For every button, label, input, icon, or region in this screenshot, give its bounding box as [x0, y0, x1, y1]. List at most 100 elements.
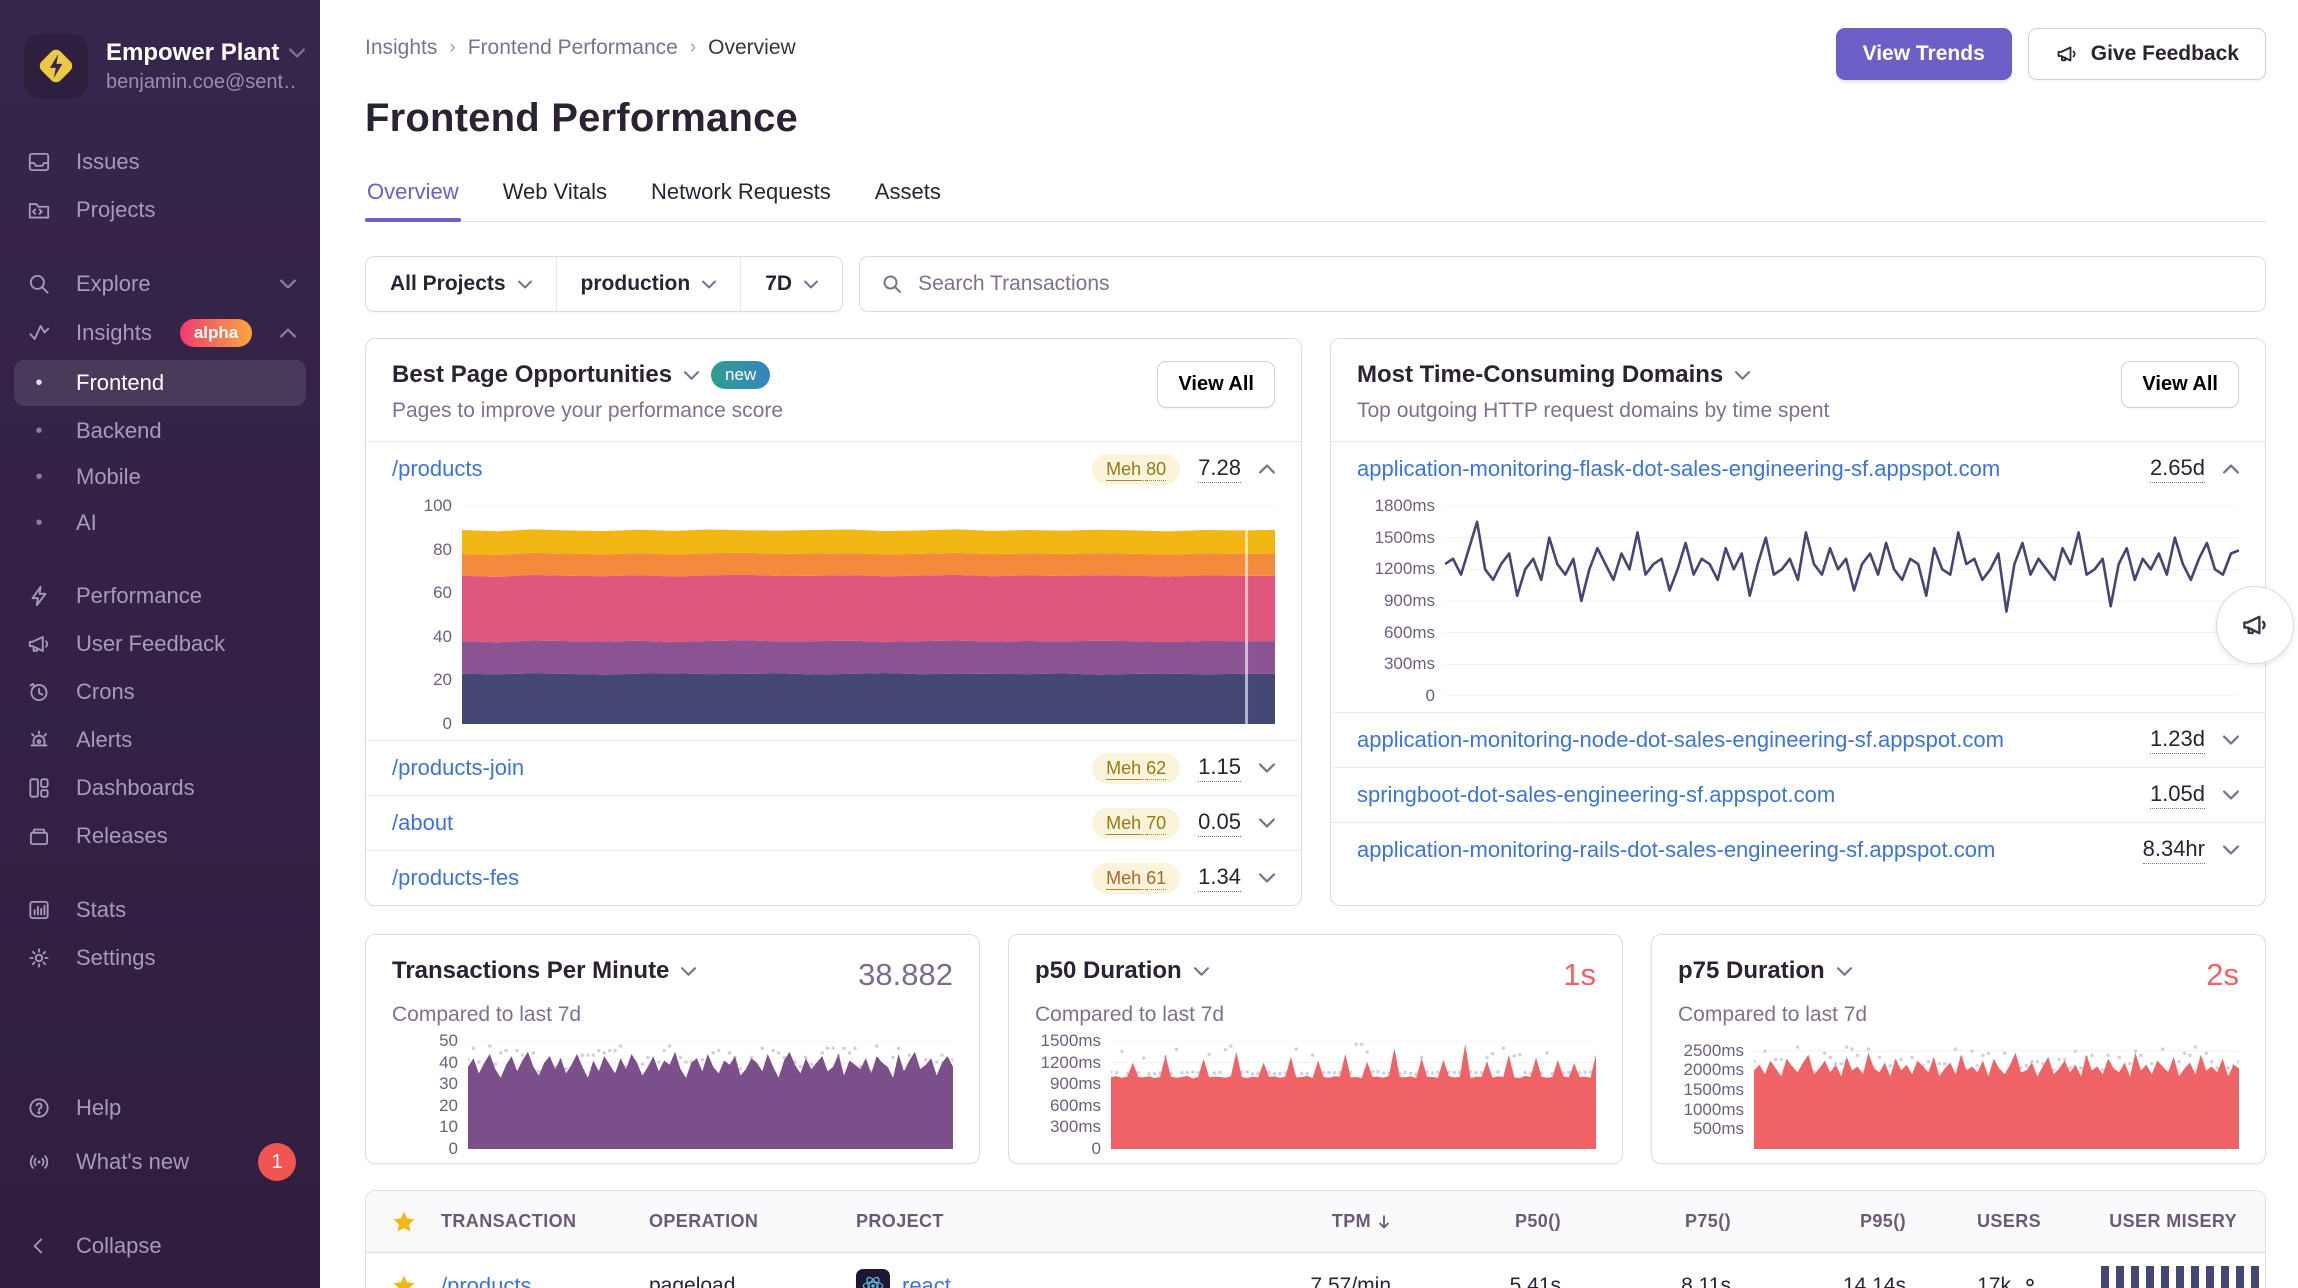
time-consuming-domains-dropdown[interactable]: Most Time-Consuming Domains	[1357, 361, 1829, 389]
performance-score-badge: Meh 61	[1092, 862, 1181, 894]
breadcrumb-separator-icon: ›	[449, 37, 456, 58]
date-range-dropdown[interactable]: 7D	[740, 257, 842, 311]
domain-link[interactable]: springboot-dot-sales-engineering-sf.apps…	[1357, 782, 1836, 807]
favorite-star-icon[interactable]	[366, 1273, 441, 1288]
view-all-domains-button[interactable]: View All	[2121, 361, 2239, 408]
p75-metric-dropdown[interactable]: p75 Duration	[1678, 957, 1852, 985]
opportunity-row[interactable]: /products-join Meh 62 1.15	[366, 740, 1301, 795]
domain-link[interactable]: application-monitoring-node-dot-sales-en…	[1357, 727, 2004, 752]
page-link[interactable]: /products-fes	[392, 865, 520, 890]
chevron-down-icon[interactable]	[2223, 735, 2239, 745]
domain-row[interactable]: application-monitoring-rails-dot-sales-e…	[1331, 822, 2265, 877]
domain-link[interactable]: application-monitoring-rails-dot-sales-e…	[1357, 837, 1996, 862]
view-trends-button[interactable]: View Trends	[1835, 28, 2012, 80]
page-link[interactable]: /products	[392, 456, 483, 481]
sidebar-item-help[interactable]: Help	[0, 1084, 320, 1132]
tab-assets[interactable]: Assets	[874, 179, 941, 204]
environment-filter-dropdown[interactable]: production	[555, 257, 741, 311]
projects-icon	[24, 197, 54, 223]
transaction-table-row[interactable]: /products pageload react 7.57/min 5.41s	[366, 1253, 2265, 1288]
p50-duration-card: p50 Duration 1s Compared to last 7d 1500…	[1008, 934, 1623, 1164]
breadcrumb-overview[interactable]: Overview	[708, 36, 796, 59]
chevron-down-icon[interactable]	[1259, 818, 1275, 828]
opportunity-row[interactable]: /products-fes Meh 61 1.34	[366, 850, 1301, 905]
page-link[interactable]: /products-join	[392, 755, 525, 780]
domain-row[interactable]: application-monitoring-node-dot-sales-en…	[1331, 712, 2265, 767]
chevron-down-icon[interactable]	[1259, 763, 1275, 773]
opportunity-row[interactable]: /products Meh 80 7.28	[366, 441, 1301, 496]
org-switcher[interactable]: Empower Plant benjamin.coe@sent…	[0, 26, 320, 104]
chevron-down-icon[interactable]	[1259, 873, 1275, 883]
col-p50[interactable]: P50()	[1514, 1211, 1561, 1231]
col-p75[interactable]: P75()	[1684, 1211, 1731, 1231]
col-project[interactable]: PROJECT	[856, 1211, 944, 1231]
page-filter-bar: All Projects production 7D	[365, 256, 844, 312]
tpm-metric-dropdown[interactable]: Transactions Per Minute	[392, 957, 697, 985]
operation-cell: pageload	[649, 1274, 736, 1288]
sidebar-item-settings[interactable]: Settings	[0, 934, 320, 982]
sidebar-item-projects[interactable]: Projects	[0, 186, 320, 234]
col-transaction[interactable]: TRANSACTION	[441, 1211, 577, 1231]
sidebar-item-insights[interactable]: Insights alpha	[0, 308, 320, 358]
col-p95[interactable]: P95()	[1859, 1211, 1906, 1231]
give-feedback-button[interactable]: Give Feedback	[2027, 28, 2266, 80]
domain-time-value: 8.34hr	[2142, 836, 2205, 864]
domain-time-value: 2.65d	[2149, 455, 2205, 483]
sidebar-item-releases[interactable]: Releases	[0, 812, 320, 860]
sidebar-item-dashboards[interactable]: Dashboards	[0, 764, 320, 812]
sidebar-item-issues[interactable]: Issues	[0, 138, 320, 186]
view-all-pages-button[interactable]: View All	[1157, 361, 1275, 408]
sidebar-item-mobile[interactable]: • Mobile	[0, 454, 320, 500]
tab-bar: Overview Web Vitals Network Requests Ass…	[365, 173, 2266, 222]
sidebar-item-explore[interactable]: Explore	[0, 260, 320, 308]
tab-web-vitals[interactable]: Web Vitals	[502, 179, 608, 204]
chevron-down-icon	[280, 279, 296, 289]
domain-link[interactable]: application-monitoring-flask-dot-sales-e…	[1357, 456, 2001, 481]
chevron-down-icon[interactable]	[2223, 845, 2239, 855]
sidebar-item-backend[interactable]: • Backend	[0, 408, 320, 454]
sidebar-item-alerts[interactable]: Alerts	[0, 716, 320, 764]
sidebar-item-stats[interactable]: Stats	[0, 886, 320, 934]
search-transactions-input[interactable]	[918, 257, 2245, 311]
sidebar-collapse-button[interactable]: Collapse	[0, 1222, 320, 1270]
tab-network-requests[interactable]: Network Requests	[651, 179, 831, 204]
sidebar-item-crons[interactable]: Crons	[0, 668, 320, 716]
sidebar-item-whats-new[interactable]: What's new 1	[0, 1132, 320, 1192]
chevron-up-icon[interactable]	[1259, 464, 1275, 474]
react-project-icon	[856, 1269, 890, 1288]
main-content: Insights › Frontend Performance › Overvi…	[320, 0, 2298, 1288]
col-user-misery[interactable]: USER MISERY	[2109, 1211, 2237, 1231]
project-link[interactable]: react	[902, 1273, 951, 1288]
best-page-opportunities-dropdown[interactable]: Best Page Opportunities new	[392, 361, 783, 389]
breadcrumb-insights[interactable]: Insights	[365, 36, 438, 59]
breadcrumb-frontend-performance[interactable]: Frontend Performance	[467, 36, 678, 59]
performance-score-badge: Meh 70	[1092, 807, 1181, 839]
chevron-up-icon[interactable]	[2223, 464, 2239, 474]
sidebar-item-performance[interactable]: Performance	[0, 572, 320, 620]
col-tpm[interactable]: TPM	[1126, 1211, 1391, 1232]
y-axis: 1500ms 1200ms 900ms 600ms 300ms 0	[1040, 1031, 1101, 1158]
tpm-area-chart: 50 40 30 20 10 0	[366, 1027, 979, 1158]
tab-overview[interactable]: Overview	[365, 173, 461, 222]
chevron-down-icon[interactable]	[2223, 790, 2239, 800]
sidebar-item-ai[interactable]: • AI	[0, 500, 320, 546]
y-axis: 2500ms 2000ms 1500ms 1000ms 500ms	[1683, 1040, 1744, 1139]
sidebar-footer: Help What's new 1 Collapse	[0, 1084, 320, 1270]
project-filter-dropdown[interactable]: All Projects	[366, 257, 556, 311]
floating-feedback-button[interactable]	[2216, 586, 2294, 664]
user-misery-barcode	[2101, 1266, 2259, 1288]
domain-row[interactable]: springboot-dot-sales-engineering-sf.apps…	[1331, 767, 2265, 822]
domain-row[interactable]: application-monitoring-flask-dot-sales-e…	[1331, 441, 2265, 496]
opportunity-row[interactable]: /about Meh 70 0.05	[366, 795, 1301, 850]
transaction-link[interactable]: /products	[441, 1273, 532, 1288]
sidebar-item-user-feedback[interactable]: User Feedback	[0, 620, 320, 668]
page-title: Frontend Performance	[365, 96, 798, 140]
sidebar-item-frontend[interactable]: • Frontend	[14, 360, 306, 406]
sidebar-nav: Issues Projects Explore Insights alpha •…	[0, 138, 320, 982]
p50-area-chart: 1500ms 1200ms 900ms 600ms 300ms 0	[1009, 1027, 1622, 1158]
col-users[interactable]: USERS	[1976, 1211, 2041, 1231]
col-operation[interactable]: OPERATION	[649, 1211, 759, 1231]
page-link[interactable]: /about	[392, 810, 454, 835]
p50-metric-dropdown[interactable]: p50 Duration	[1035, 957, 1209, 985]
star-column-header-icon	[366, 1209, 441, 1235]
